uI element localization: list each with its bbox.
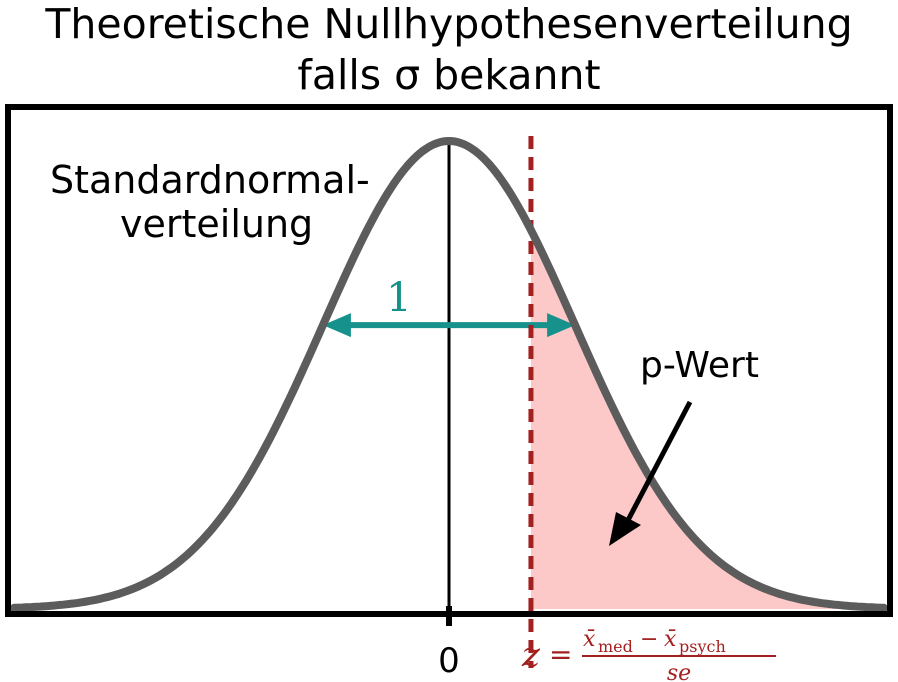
z-symbol: z xyxy=(521,635,541,675)
sd-arrowhead-left xyxy=(322,313,351,338)
title-line-2: falls σ bekannt xyxy=(297,51,601,99)
z-numerator-b-sub: psych xyxy=(679,637,726,656)
x-tick-label-zero: 0 xyxy=(438,641,460,681)
z-numerator-a: x̄ xyxy=(583,627,596,652)
z-equals: = xyxy=(549,638,572,671)
z-numerator-a-sub: med xyxy=(598,637,633,656)
title-line-1: Theoretische Nullhypothesenverteilung xyxy=(45,0,853,48)
standard-normal-curve xyxy=(10,136,888,612)
p-value-pointer xyxy=(623,400,693,526)
curve-label-line-1: Standardnormal- xyxy=(50,158,370,202)
z-numerator-b: x̄ xyxy=(664,627,677,652)
p-value-pointer-head xyxy=(609,512,641,546)
sd-label: 1 xyxy=(386,275,411,321)
z-minus: − xyxy=(640,627,658,652)
z-denominator: se xyxy=(667,661,691,682)
curve-label-line-2: verteilung xyxy=(120,202,313,246)
sd-arrowhead-right xyxy=(547,313,576,338)
z-formula: z = x̄ med − x̄ psych se xyxy=(521,627,776,682)
p-value-label: p-Wert xyxy=(640,345,759,386)
